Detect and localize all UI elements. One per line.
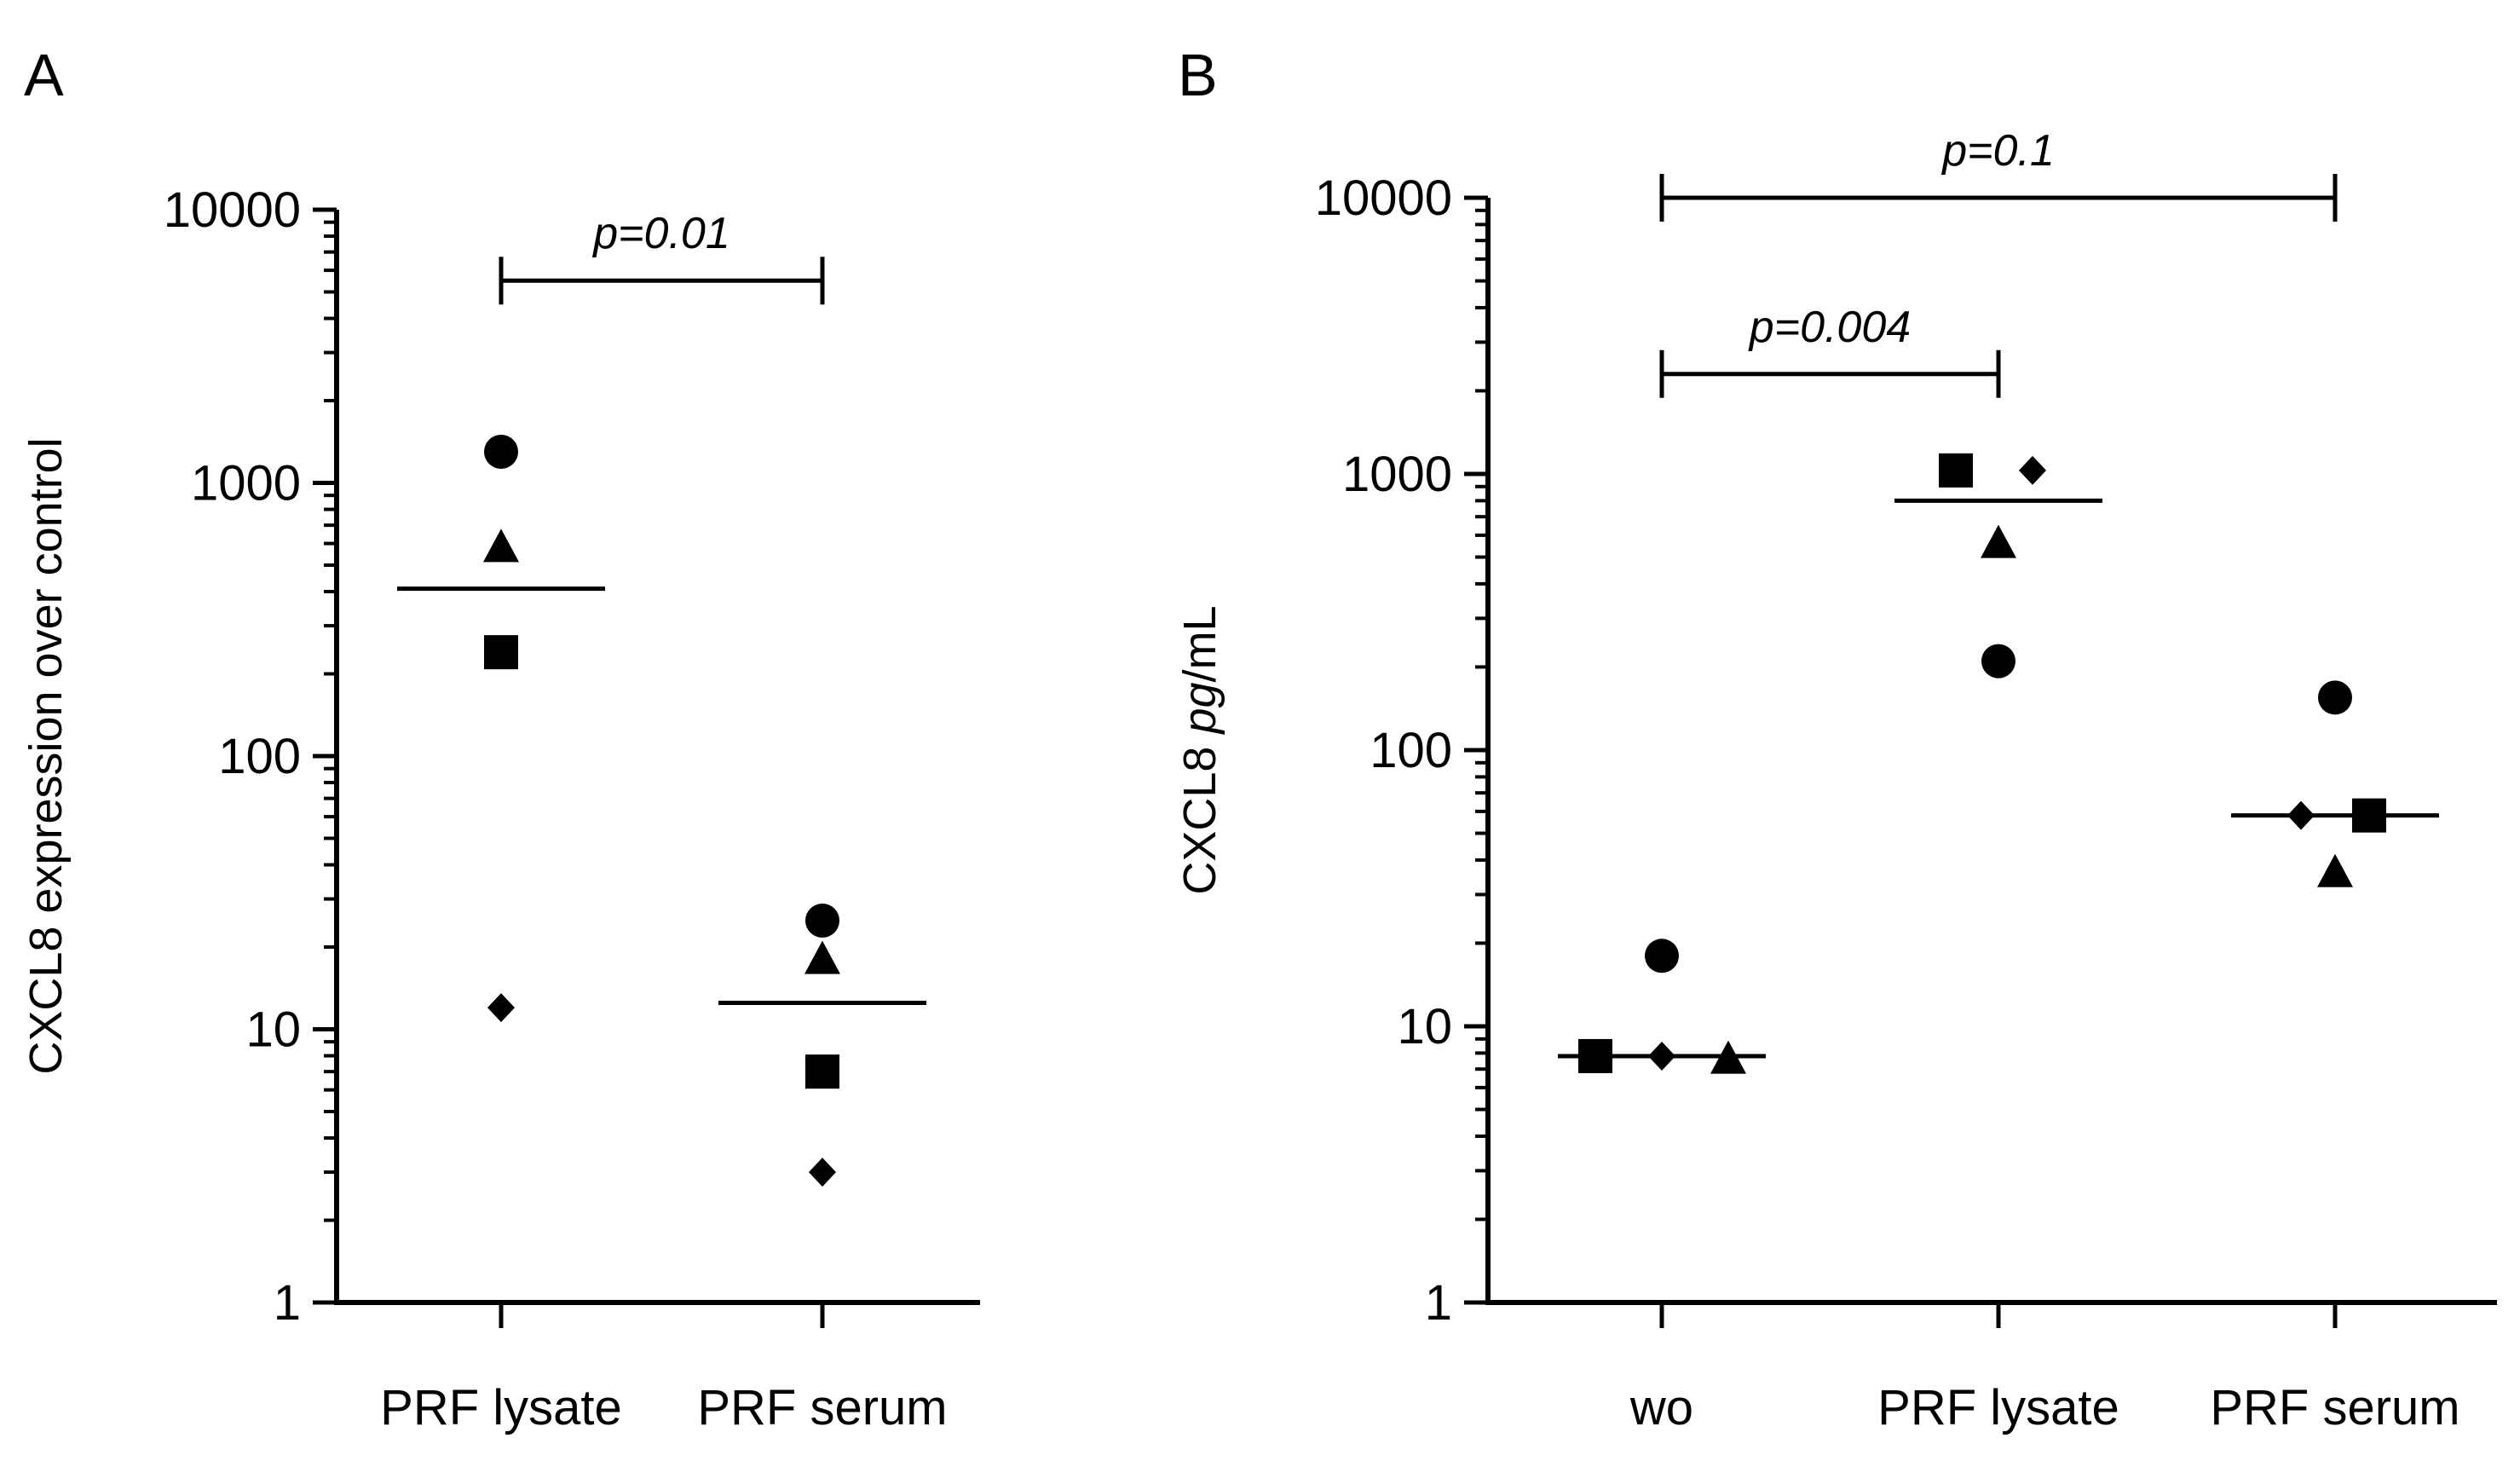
panel-b-point-circle: [2318, 680, 2352, 715]
panel-b-y-axis-label: CXCL8 pg/mL: [1174, 605, 1225, 894]
panel-b-point-circle: [1981, 644, 2015, 679]
panel-a-point-square: [484, 635, 518, 670]
panel-b-point-triangle: [2317, 853, 2353, 887]
panel-b-letter: B: [1178, 42, 1218, 108]
panel-b-y-tick-label: 1000: [1342, 447, 1452, 502]
panel-a-x-tick-label: PRF lysate: [380, 1380, 622, 1435]
panel-b-point-diamond: [1648, 1041, 1675, 1071]
panel-a-y-axis-label: CXCL8 expression over control: [20, 437, 72, 1074]
panel-a-point-circle: [484, 434, 518, 469]
panel-a-y-tick-label: 10: [245, 1002, 301, 1058]
panel-a-point-diamond: [487, 993, 515, 1023]
panel-b-y-tick-label: 1: [1425, 1275, 1452, 1331]
panel-a-point-circle: [805, 903, 839, 938]
panel-a-y-tick-label: 10000: [164, 182, 301, 238]
panel-b-point-square: [1578, 1038, 1612, 1073]
panel-b-point-square: [2352, 798, 2386, 833]
panel-a-x-tick-label: PRF serum: [697, 1380, 947, 1435]
panel-b-point-diamond: [2287, 800, 2315, 830]
panel-b-point-diamond: [2019, 455, 2046, 485]
panel-b-point-triangle: [1710, 1040, 1746, 1074]
panel-a-point-square: [805, 1054, 839, 1089]
panel-a-point-triangle: [804, 940, 840, 974]
panel-b-point-square: [1939, 453, 1973, 488]
panel-a-point-diamond: [809, 1158, 836, 1187]
panel-b-p-value: p=0.004: [1748, 303, 1911, 352]
panel-b-y-tick-label: 10000: [1315, 170, 1452, 226]
panel-b-y-tick-label: 100: [1370, 723, 1452, 778]
panel-b-x-tick-label: wo: [1629, 1380, 1693, 1435]
panel-b-point-triangle: [1981, 524, 2016, 558]
panel-a-p-value: p=0.01: [591, 209, 730, 258]
panel-b-x-tick-label: PRF lysate: [1877, 1380, 2119, 1435]
panel-b-p-value: p=0.1: [1940, 126, 2055, 176]
panel-a-y-tick-label: 100: [218, 729, 301, 784]
panel-b-y-tick-label: 10: [1397, 999, 1452, 1054]
panel-a-y-tick-label: 1: [274, 1275, 301, 1331]
panel-a-y-tick-label: 1000: [191, 456, 301, 511]
panel-b-x-tick-label: PRF serum: [2210, 1380, 2459, 1435]
panel-a-point-triangle: [483, 528, 519, 563]
panel-a-letter: A: [24, 42, 64, 108]
panel-b-point-circle: [1645, 939, 1679, 973]
